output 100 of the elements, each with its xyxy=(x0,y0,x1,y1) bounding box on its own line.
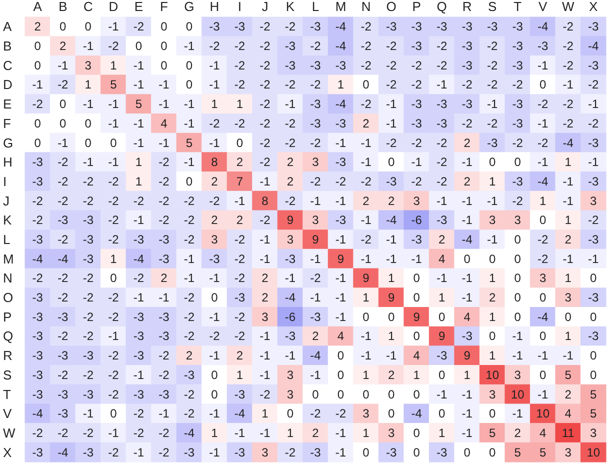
data-label: -2 xyxy=(360,232,372,246)
data-label: -1 xyxy=(184,97,195,112)
data-label: -3 xyxy=(32,445,44,460)
data-label: -3 xyxy=(386,20,397,34)
data-label: -1 xyxy=(108,97,120,112)
data-label: -1 xyxy=(58,58,69,72)
data-label: -2 xyxy=(562,58,574,72)
data-label: -3 xyxy=(512,116,524,130)
data-label: -2 xyxy=(335,406,346,421)
data-label: -4 xyxy=(588,39,600,54)
data-label: -2 xyxy=(234,271,246,286)
data-label: -3 xyxy=(133,310,144,324)
data-label: -1 xyxy=(335,136,346,150)
data-label: 0 xyxy=(388,155,395,170)
data-label: -2 xyxy=(158,194,170,208)
data-label: 3 xyxy=(488,387,496,402)
data-label: 2 xyxy=(236,155,244,170)
data-label: -2 xyxy=(234,78,246,92)
data-label: -3 xyxy=(436,213,448,228)
data-label: -2 xyxy=(335,174,346,188)
data-label: 0 xyxy=(110,136,118,150)
data-label: 0 xyxy=(488,406,496,421)
data-label: -3 xyxy=(133,329,144,344)
data-label: -2 xyxy=(411,78,422,92)
data-label: 3 xyxy=(262,445,269,460)
data-label: -2 xyxy=(260,39,271,54)
data-label: -1 xyxy=(284,271,296,286)
data-label: 2 xyxy=(60,39,67,54)
data-label: -2 xyxy=(234,58,246,72)
data-label: 3 xyxy=(413,194,420,208)
data-label: -1 xyxy=(133,445,144,460)
data-label: -1 xyxy=(538,58,549,72)
data-label: -1 xyxy=(133,136,144,150)
data-label: -3 xyxy=(32,232,44,246)
data-label: -2 xyxy=(158,174,170,188)
data-label: 9 xyxy=(388,290,395,305)
data-label: 2 xyxy=(34,20,42,34)
data-label: -4 xyxy=(184,426,195,440)
data-label: -1 xyxy=(260,348,271,363)
y-tick-label: T xyxy=(3,386,11,402)
data-label: -3 xyxy=(82,445,94,460)
data-label: 3 xyxy=(286,232,294,246)
data-label: -3 xyxy=(32,387,44,402)
data-label: 0 xyxy=(413,290,420,305)
data-label: -3 xyxy=(436,20,448,34)
data-label: 0 xyxy=(337,368,344,382)
data-label: -1 xyxy=(133,58,144,72)
x-tick-label: A xyxy=(33,0,42,14)
data-label: 0 xyxy=(388,310,395,324)
data-label: -1 xyxy=(32,78,44,92)
data-label: -1 xyxy=(310,290,322,305)
data-label: -6 xyxy=(284,310,296,324)
data-label: -1 xyxy=(310,194,322,208)
data-label: -4 xyxy=(234,406,246,421)
data-label: -1 xyxy=(108,426,120,440)
x-tick-label: M xyxy=(335,0,346,14)
data-label: 0 xyxy=(540,78,547,92)
data-label: -3 xyxy=(486,20,498,34)
data-label: -1 xyxy=(82,39,94,54)
data-label: 0 xyxy=(413,387,420,402)
data-label: -2 xyxy=(360,97,372,112)
x-tick-label: D xyxy=(108,0,118,14)
data-label: -1 xyxy=(512,348,524,363)
data-label: -1 xyxy=(538,155,549,170)
data-label: 4 xyxy=(337,329,344,344)
data-label: 1 xyxy=(135,155,142,170)
data-label: -3 xyxy=(133,232,144,246)
data-label: 0 xyxy=(337,387,344,402)
data-label: -3 xyxy=(133,348,144,363)
data-label: -2 xyxy=(310,136,322,150)
data-label: 0 xyxy=(540,213,547,228)
data-label: 0 xyxy=(438,310,446,324)
data-label: -3 xyxy=(512,20,524,34)
data-label: 1 xyxy=(211,97,218,112)
data-label: -2 xyxy=(411,58,422,72)
data-label: -1 xyxy=(411,155,422,170)
data-label: -2 xyxy=(108,194,120,208)
data-label: 0 xyxy=(488,329,496,344)
x-tick-label: T xyxy=(514,0,522,14)
data-label: 0 xyxy=(34,136,42,150)
data-label: -3 xyxy=(436,348,448,363)
data-label: -2 xyxy=(512,136,524,150)
data-label: -2 xyxy=(588,213,600,228)
data-label: -1 xyxy=(512,329,524,344)
data-label: -1 xyxy=(360,329,372,344)
data-label: 10 xyxy=(486,368,500,382)
data-label: -2 xyxy=(284,194,296,208)
x-tick-label: L xyxy=(312,0,320,14)
data-label: -1 xyxy=(260,368,271,382)
data-label: -2 xyxy=(184,232,195,246)
data-label: -2 xyxy=(82,174,94,188)
data-label: 1 xyxy=(438,426,446,440)
data-label: -1 xyxy=(133,213,144,228)
data-label: -2 xyxy=(234,232,246,246)
data-label: 5 xyxy=(590,406,598,421)
data-label: 2 xyxy=(388,368,395,382)
data-label: 0 xyxy=(84,116,92,130)
data-label: 3 xyxy=(262,310,269,324)
data-label: 9 xyxy=(286,213,294,228)
data-label: 0 xyxy=(362,445,370,460)
